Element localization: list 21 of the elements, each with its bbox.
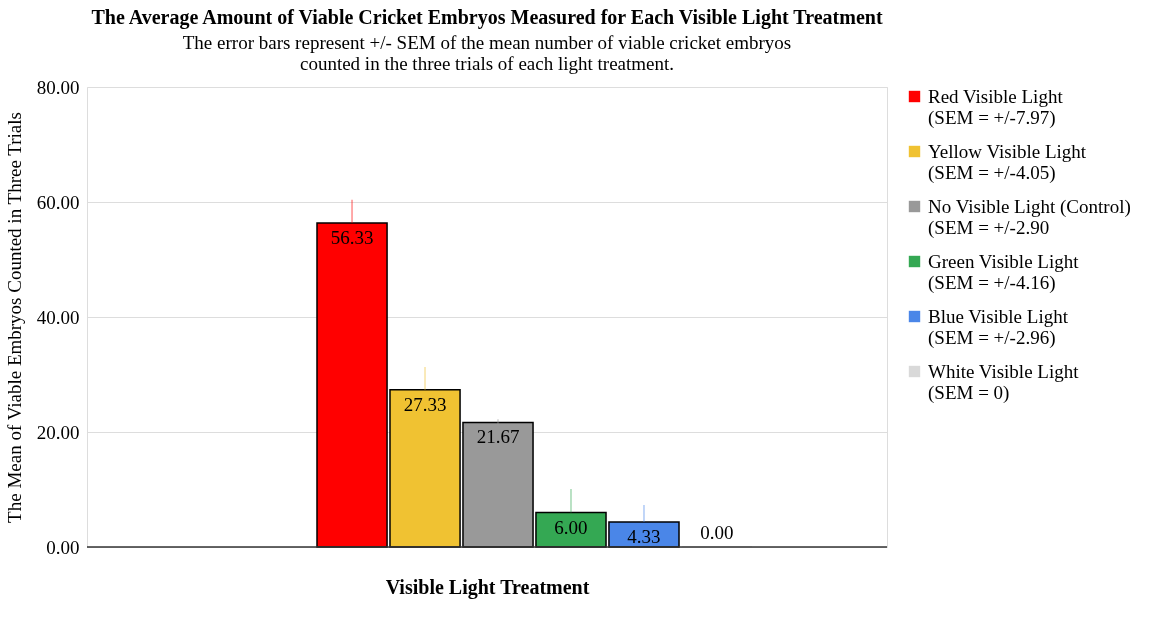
y-tick-label: 0.00 [46, 536, 80, 558]
y-tick-label: 80.00 [36, 76, 80, 98]
data-label: 0.00 [700, 522, 734, 543]
legend-label: Red Visible Light (SEM = +/-7.97) [928, 85, 1064, 129]
chart-title: The Average Amount of Viable Cricket Embryos Measured for Each Visible Light Treatment [91, 6, 883, 29]
data-label: 21.67 [476, 426, 520, 448]
chart-subtitle: The error bars represent +/- SEM of the mean number of viable cricket embryos counted in the three trials of each light treatment. [182, 32, 792, 74]
legend-label: Yellow Visible Light (SEM = +/-4.05) [928, 140, 1087, 184]
legend-label: Blue Visible Light (SEM = +/-2.96) [928, 305, 1069, 349]
y-tick-label: 60.00 [36, 191, 80, 213]
y-tick-label: 20.00 [36, 421, 80, 443]
data-label: 27.33 [403, 393, 447, 415]
legend-label: White Visible Light (SEM = 0) [928, 360, 1080, 404]
x-axis-title: Visible Light Treatment [385, 575, 590, 599]
legend-label: No Visible Light (Control) (SEM = +/-2.90 [928, 195, 1131, 239]
data-label: 56.33 [330, 227, 374, 249]
y-tick-label: 40.00 [36, 306, 80, 328]
y-axis-title: The Mean of Viable Embryos Counted in Three Trials [3, 112, 25, 523]
data-label: 6.00 [554, 516, 588, 538]
legend-label: Green Visible Light (SEM = +/-4.16) [928, 250, 1080, 294]
data-label: 4.33 [627, 526, 661, 548]
